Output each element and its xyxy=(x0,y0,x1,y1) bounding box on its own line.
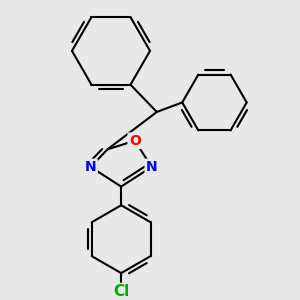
Text: O: O xyxy=(129,134,141,148)
Text: N: N xyxy=(146,160,158,174)
Text: Cl: Cl xyxy=(113,284,129,299)
Text: N: N xyxy=(85,160,96,174)
